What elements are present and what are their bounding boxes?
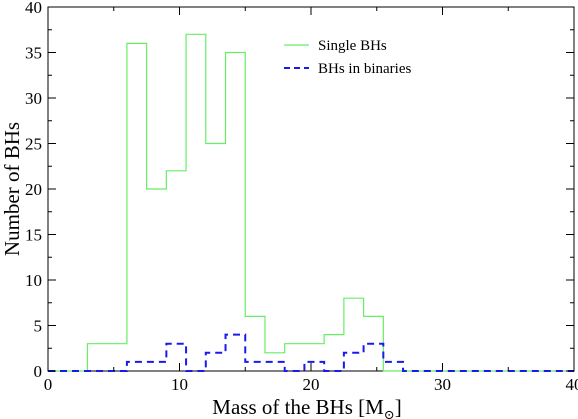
y-tick-label: 20 — [25, 180, 42, 199]
y-axis-label: Number of BHs — [0, 122, 24, 256]
series-layer — [48, 33, 574, 372]
x-axis-label: Mass of the BHs [M⊙] — [212, 395, 401, 419]
y-tick-label: 40 — [25, 0, 42, 17]
legend-label-single-bhs: Single BHs — [318, 38, 387, 54]
x-tick-label: 20 — [303, 375, 320, 394]
y-tick-label: 35 — [25, 44, 42, 63]
y-tick-label: 15 — [25, 226, 42, 245]
legend: Single BHs BHs in binaries — [284, 38, 411, 77]
y-tick-label: 10 — [25, 271, 42, 290]
x-tick-label: 0 — [44, 375, 53, 394]
y-tick-label: 25 — [25, 135, 42, 154]
x-axis-label-text: Mass of the BHs [M — [212, 395, 384, 419]
x-tick-label: 10 — [171, 375, 188, 394]
legend-label-bhs-in-binaries: BHs in binaries — [318, 61, 411, 77]
series-line-single-bhs — [48, 33, 574, 372]
plot-area: 0 10 20 30 40 0 5 10 15 20 25 30 35 40 — [25, 0, 578, 394]
x-tick-label: 40 — [566, 375, 578, 394]
ticks-layer: 0 10 20 30 40 0 5 10 15 20 25 30 35 40 — [25, 0, 578, 394]
series-line-bhs-in-binaries — [48, 333, 574, 372]
x-axis-label-subscript: ⊙ — [384, 407, 395, 419]
y-tick-label: 30 — [25, 89, 42, 108]
x-axis-label-suffix: ] — [395, 395, 402, 419]
y-tick-label: 5 — [34, 317, 43, 336]
x-tick-label: 30 — [434, 375, 451, 394]
y-tick-label: 0 — [34, 362, 43, 381]
